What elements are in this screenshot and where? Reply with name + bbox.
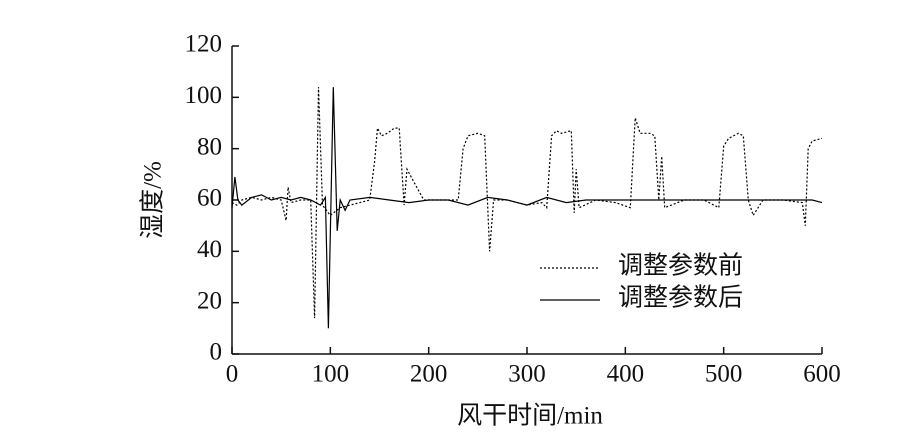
y-tick-label: 60	[197, 185, 222, 212]
x-tick-label: 200	[410, 361, 448, 388]
legend-label: 调整参数后	[618, 284, 743, 312]
x-tick-label: 0	[226, 361, 239, 388]
x-tick-label: 500	[705, 361, 743, 388]
x-tick-label: 100	[312, 361, 350, 388]
y-tick-label: 20	[197, 287, 222, 314]
y-tick-label: 80	[197, 133, 222, 160]
data-line	[231, 87, 823, 319]
x-tick-label: 300	[508, 361, 546, 388]
y-tick-label: 120	[185, 31, 223, 58]
legend-label: 调整参数前	[618, 252, 743, 280]
y-tick-label: 100	[185, 82, 223, 109]
x-tick-label: 600	[803, 361, 841, 388]
y-tick-label: 0	[210, 339, 223, 366]
x-tick-label: 400	[607, 361, 645, 388]
data-line	[231, 87, 823, 329]
y-tick-label: 40	[197, 236, 222, 263]
y-axis-label: 湿度/%	[139, 161, 167, 239]
x-axis-label: 风干时间/min	[457, 402, 603, 430]
